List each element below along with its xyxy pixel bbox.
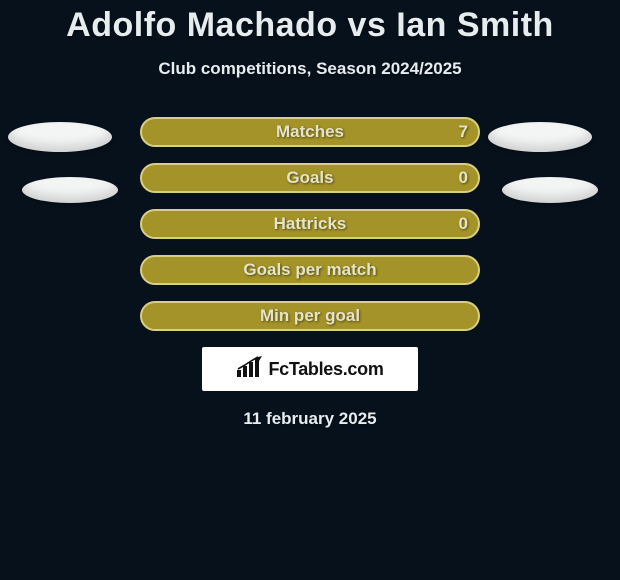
stat-bar (140, 117, 480, 147)
brand-logo-text: FcTables.com (268, 359, 383, 380)
bar-chart-icon (236, 356, 262, 383)
page-title: Adolfo Machado vs Ian Smith (0, 6, 620, 45)
stat-bar (140, 163, 480, 193)
stat-bar (140, 209, 480, 239)
decorative-ellipse (488, 122, 592, 152)
footer-date: 11 february 2025 (0, 409, 620, 429)
decorative-ellipse (8, 122, 112, 152)
decorative-ellipse (22, 177, 118, 203)
stat-bar (140, 255, 480, 285)
stat-row: Goals per match (0, 255, 620, 285)
stat-row: Min per goal (0, 301, 620, 331)
stat-bar (140, 301, 480, 331)
comparison-card: Adolfo Machado vs Ian Smith Club competi… (0, 0, 620, 580)
page-subtitle: Club competitions, Season 2024/2025 (0, 59, 620, 79)
stat-row: Hattricks0 (0, 209, 620, 239)
brand-logo: FcTables.com (202, 347, 418, 391)
decorative-ellipse (502, 177, 598, 203)
